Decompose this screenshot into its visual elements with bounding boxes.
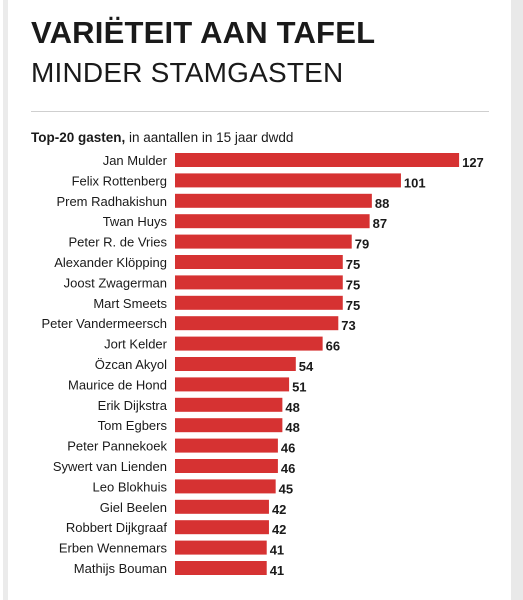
category-label: Mart Smeets [93,296,167,311]
bar [175,540,267,555]
value-label: 45 [279,481,293,496]
right-edge-shadow [511,0,523,600]
value-label: 41 [270,563,284,578]
bar [175,173,401,188]
category-label: Robbert Dijkgraaf [66,520,168,535]
value-label: 75 [346,277,360,292]
bar-row: Joost Zwagerman 75 [64,275,360,292]
category-label: Peter Pannekoek [67,439,167,454]
divider [31,111,489,112]
value-label: 88 [375,196,389,211]
category-label: Peter R. de Vries [68,235,167,250]
bar [175,193,372,208]
category-label: Erben Wennemars [59,541,168,556]
category-label: Twan Huys [103,214,168,229]
value-label: 42 [272,502,286,517]
category-label: Erik Dijkstra [98,398,168,413]
category-label: Mathijs Bouman [74,561,167,576]
bar [175,275,343,290]
bar-row: Sywert van Lienden 46 [53,459,295,476]
value-label: 127 [462,155,484,170]
bar-row: Özcan Akyol 54 [95,357,314,374]
value-label: 75 [346,257,360,272]
category-label: Leo Blokhuis [93,479,168,494]
bar [175,377,290,392]
category-label: Jort Kelder [104,337,168,352]
chart-caption: Top-20 gasten, in aantallen in 15 jaar d… [31,129,293,147]
bar [175,418,283,433]
category-label: Joost Zwagerman [64,275,167,290]
value-label: 54 [299,359,314,374]
value-label: 51 [292,379,306,394]
category-label: Felix Rottenberg [72,173,167,188]
value-label: 48 [285,400,299,415]
value-label: 66 [326,339,340,354]
category-label: Özcan Akyol [95,357,167,372]
value-label: 48 [285,420,299,435]
bar [175,357,296,371]
bar-row: Mart Smeets 75 [93,295,360,313]
category-label: Jan Mulder [103,153,168,168]
bar-row: Erik Dijkstra 48 [98,397,300,415]
bar [175,255,343,269]
category-label: Alexander Klöpping [54,255,167,270]
value-label: 73 [341,318,355,333]
bar-row: Peter Pannekoek 46 [67,438,295,456]
value-label: 79 [355,237,369,252]
bar [175,438,278,453]
bar-row: Felix Rottenberg 101 [72,173,426,190]
bar-row: Mathijs Bouman 41 [74,561,284,578]
value-label: 46 [281,461,295,476]
bar-row: Prem Radhakishun 88 [56,193,389,211]
bar [175,295,343,310]
bar [175,459,278,473]
value-label: 87 [373,216,387,231]
chart-caption-rest: in aantallen in 15 jaar dwdd [125,130,294,145]
bar-row: Erben Wennemars 41 [59,540,284,558]
category-label: Peter Vandermeersch [42,316,168,331]
bar-row: Twan Huys 87 [103,214,387,231]
value-label: 41 [270,543,284,558]
value-label: 46 [281,441,295,456]
category-label: Prem Radhakishun [56,194,167,209]
left-edge-shadow [3,0,8,600]
bar [175,397,283,412]
bar [175,520,269,535]
chart-caption-bold: Top-20 gasten, [31,130,126,145]
value-label: 75 [346,298,360,313]
value-label: 101 [404,175,426,190]
bar-row: Alexander Klöpping 75 [54,255,360,272]
value-label: 42 [272,522,286,537]
bar-row: Robbert Dijkgraaf 42 [66,520,286,537]
bar-row: Tom Egbers 48 [98,418,300,435]
bar [175,316,339,331]
bar [175,499,269,514]
bar [175,234,352,249]
bar-row: Jort Kelder 66 [104,336,340,354]
page-title: VARIËTEIT AAN TAFEL [31,15,376,50]
bar-row: Maurice de Hond 51 [68,377,307,394]
bar-row: Peter Vandermeersch 73 [42,316,356,333]
bar-row: Jan Mulder 127 [103,153,484,170]
bar-row: Giel Beelen 42 [100,499,286,517]
category-label: Maurice de Hond [68,377,167,392]
bar [175,153,460,167]
bar [175,336,323,351]
category-label: Sywert van Lienden [53,459,167,474]
bar [175,479,276,494]
page-subtitle: MINDER STAMGASTEN [31,57,344,88]
bar [175,214,370,229]
category-label: Tom Egbers [98,418,168,433]
category-label: Giel Beelen [100,500,167,515]
bar-row: Leo Blokhuis 45 [93,479,293,496]
bar-row: Peter R. de Vries 79 [68,234,369,252]
bar [175,561,267,575]
